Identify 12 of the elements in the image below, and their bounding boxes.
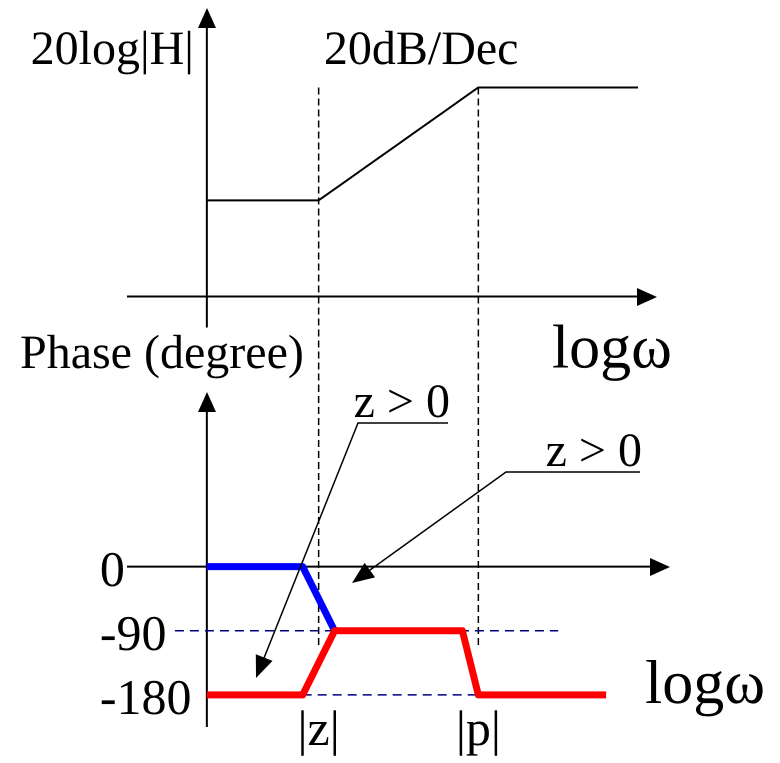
x-tick-label: |p| [456, 700, 501, 756]
annotation: z > 0 [354, 375, 450, 428]
x-tick-label: |z| [298, 700, 340, 756]
annotation: z > 0 [546, 424, 642, 477]
y-tick-label: -180 [100, 669, 192, 726]
x-axis-title: logω [552, 314, 672, 382]
x-axis-title: logω [645, 649, 766, 717]
y-axis-title: Phase (degree) [20, 326, 304, 379]
y-tick-label: 0 [100, 540, 125, 597]
y-axis-title: 20log|H| [30, 22, 194, 75]
text: 20dB/Dec [324, 22, 518, 75]
y-tick-label: -90 [100, 604, 167, 661]
